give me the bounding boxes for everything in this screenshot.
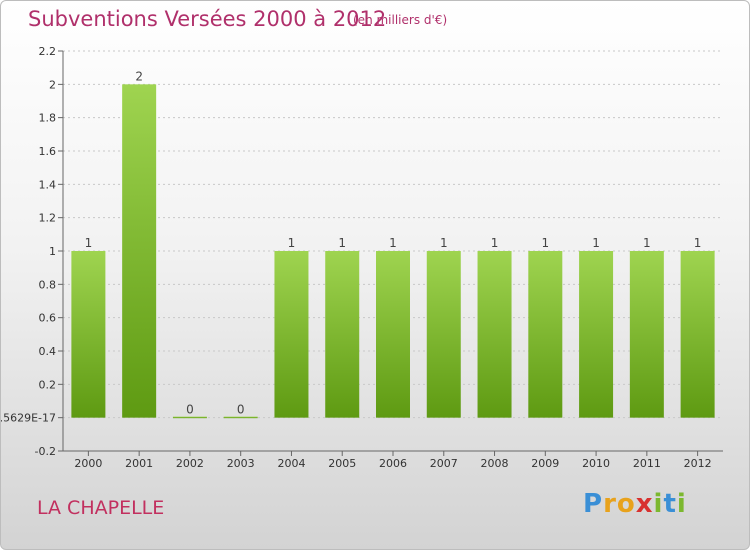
data-label: 1 [643,236,651,250]
y-tick-label: 1.8 [39,112,57,125]
data-label: 0 [237,403,245,417]
data-label: 1 [85,236,93,250]
y-tick-label: 1.4 [39,178,57,191]
commune-name: LA CHAPELLE [37,497,165,519]
bar [579,251,614,418]
x-tick-label: 2001 [125,457,153,470]
bar [274,251,309,418]
logo-letter: r [603,489,617,519]
y-tick-label: 1.2 [39,212,57,225]
x-tick-label: 2012 [684,457,712,470]
y-tick-label: 0.6 [39,312,57,325]
bar [325,251,360,418]
bar [71,251,106,418]
y-tick-label: 0.2 [39,378,57,391]
bar [223,416,258,419]
x-tick-label: 2008 [481,457,509,470]
y-tick-label: 1.5629E-17 [1,412,56,425]
data-label: 1 [288,236,296,250]
y-tick-label: -0.2 [35,445,56,458]
data-label: 1 [440,236,448,250]
bar [528,251,563,418]
data-label: 1 [694,236,702,250]
bar [376,251,410,418]
bar [629,251,664,418]
logo-letter: i [676,489,687,519]
data-label: 1 [592,236,600,250]
x-tick-label: 2007 [430,457,458,470]
data-label: 1 [389,236,397,250]
x-tick-label: 2006 [379,457,407,470]
bar [426,251,461,418]
bar [122,84,157,418]
y-tick-label: 1 [49,245,56,258]
logo-letter: i [653,489,664,519]
x-tick-label: 2011 [633,457,661,470]
x-tick-label: 2005 [328,457,356,470]
data-label: 1 [541,236,549,250]
logo-letter: t [663,489,677,519]
logo-letter: P [583,489,604,519]
y-tick-label: 1.6 [39,145,57,158]
proxiti-logo: Proxiti [583,489,687,519]
x-tick-label: 2004 [277,457,305,470]
y-tick-label: 0.4 [39,345,57,358]
bar [680,251,715,418]
x-tick-label: 2010 [582,457,610,470]
data-label: 0 [186,403,194,417]
x-tick-label: 2009 [531,457,559,470]
logo-letter: x [635,489,654,519]
chart-title: Subventions Versées 2000 à 2012 [28,7,387,31]
chart-subtitle: (en milliers d'€) [353,13,448,27]
x-tick-label: 2000 [74,457,102,470]
bar [477,251,512,418]
bar [172,416,207,419]
data-label: 1 [491,236,499,250]
logo-letter: o [616,489,636,519]
data-label: 1 [338,236,346,250]
x-tick-label: 2002 [176,457,204,470]
x-tick-label: 2003 [227,457,255,470]
data-label: 2 [135,69,143,83]
y-tick-label: 0.8 [39,278,57,291]
y-tick-label: 2 [49,78,56,91]
y-tick-label: 2.2 [39,45,57,58]
